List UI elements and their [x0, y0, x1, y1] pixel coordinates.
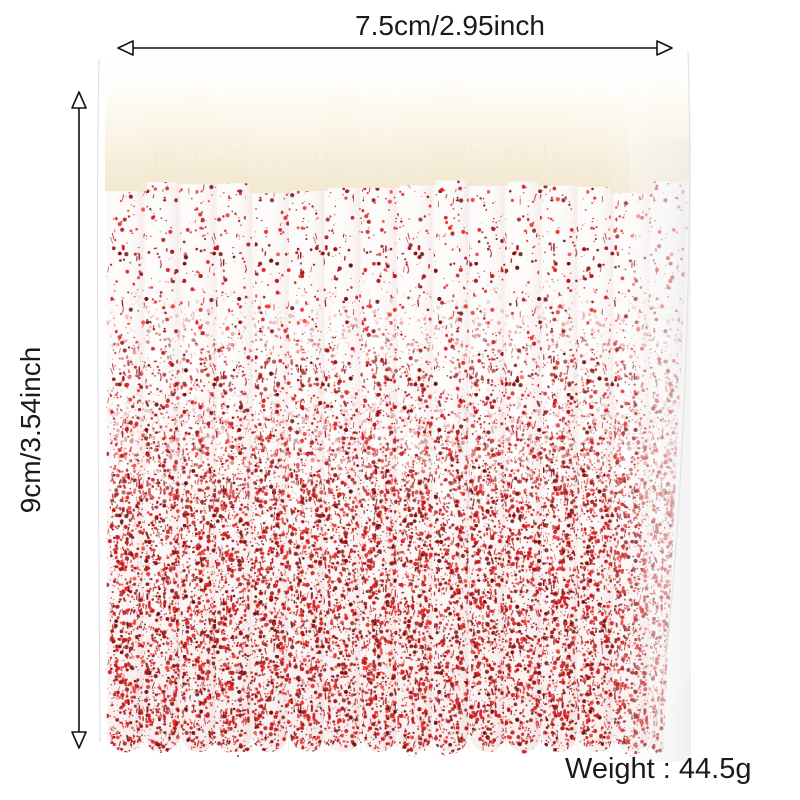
svg-text:9cm/3.54inch: 9cm/3.54inch	[15, 347, 46, 514]
svg-text:7.5cm/2.95inch: 7.5cm/2.95inch	[355, 10, 545, 41]
svg-text:Weight : 44.5g: Weight : 44.5g	[565, 753, 751, 785]
